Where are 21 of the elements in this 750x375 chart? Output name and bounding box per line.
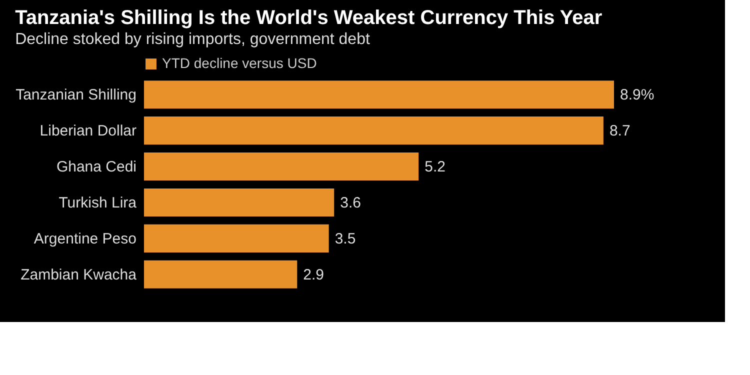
data-label: 3.6 — [340, 194, 361, 212]
bar — [144, 116, 604, 145]
data-label: 5.2 — [424, 158, 446, 176]
bar — [144, 224, 329, 252]
data-label: 2.9 — [303, 266, 324, 284]
y-tick-label: Tanzanian Shilling — [16, 86, 136, 104]
bar — [144, 152, 419, 181]
y-tick-label: Turkish Lira — [58, 194, 138, 212]
legend-label: YTD decline versus USD — [162, 55, 317, 71]
data-label: 8.9% — [620, 86, 654, 104]
bar — [144, 188, 334, 216]
chart-subtitle: Decline stoked by rising imports, government debt — [15, 31, 370, 48]
bar — [144, 80, 614, 109]
data-label: 8.7 — [609, 122, 630, 140]
y-tick-label: Ghana Cedi — [56, 158, 136, 176]
bar — [144, 260, 298, 288]
chart-title: Tanzania's Shilling Is the World's Weakest Currency This Year — [15, 7, 602, 29]
y-tick-label: Zambian Kwacha — [20, 266, 138, 284]
y-tick-label: Liberian Dollar — [40, 122, 136, 140]
data-label: 3.5 — [334, 230, 356, 248]
y-tick-label: Argentine Peso — [34, 230, 136, 248]
